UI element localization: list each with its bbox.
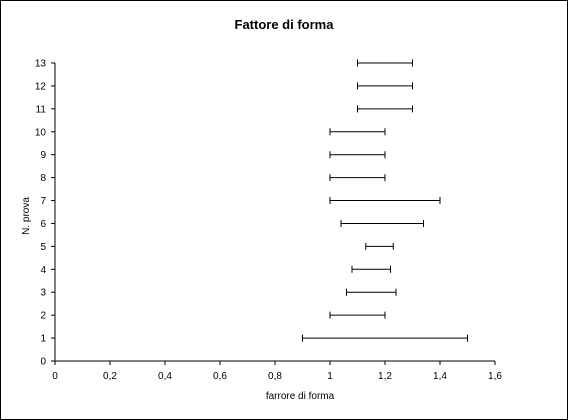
interval-5 bbox=[365, 242, 394, 250]
interval-7 bbox=[329, 197, 441, 205]
x-axis-label: farrore di forma bbox=[266, 391, 335, 402]
y-tick-label: 8 bbox=[40, 173, 46, 184]
y-tick-label: 10 bbox=[35, 127, 47, 138]
axes: 0 0,2 0,4 0,6 0,8 1 1,2 1,4 1,601234567891011121… bbox=[35, 59, 503, 383]
interval-9 bbox=[329, 151, 386, 159]
y-tick-label: 3 bbox=[40, 288, 46, 299]
x-tick-label: 1,2 bbox=[378, 371, 392, 382]
y-tick-label: 0 bbox=[40, 357, 46, 368]
y-tick-label: 11 bbox=[36, 104, 47, 115]
interval-8 bbox=[329, 174, 386, 182]
y-tick-label: 12 bbox=[35, 81, 47, 92]
error-bars bbox=[302, 59, 468, 342]
x-tick-label: 0 bbox=[52, 371, 58, 382]
interval-12 bbox=[357, 82, 413, 90]
interval-2 bbox=[329, 311, 386, 319]
interval-13 bbox=[357, 59, 413, 67]
chart-title: Fattore di forma bbox=[235, 17, 335, 32]
y-tick-label: 1 bbox=[40, 334, 46, 345]
y-axis-label: N. prova bbox=[21, 197, 32, 235]
interval-6 bbox=[340, 219, 424, 227]
x-tick-label: 0,8 bbox=[268, 371, 282, 382]
y-tick-label: 9 bbox=[40, 150, 46, 161]
interval-4 bbox=[351, 265, 391, 273]
y-tick-label: 2 bbox=[40, 311, 46, 322]
y-tick-label: 13 bbox=[35, 59, 47, 70]
y-tick-label: 7 bbox=[40, 196, 46, 207]
y-tick-label: 4 bbox=[40, 265, 46, 276]
x-tick-label: 0,4 bbox=[158, 371, 172, 382]
x-tick-label: 1,4 bbox=[433, 371, 447, 382]
x-tick-label: 0,6 bbox=[213, 371, 227, 382]
x-tick-label: 1 bbox=[327, 371, 333, 382]
y-tick-label: 6 bbox=[40, 219, 46, 230]
interval-1 bbox=[302, 334, 468, 342]
interval-3 bbox=[346, 288, 397, 296]
y-tick-label: 5 bbox=[40, 242, 46, 253]
interval-10 bbox=[329, 128, 386, 136]
x-tick-label: 0,2 bbox=[103, 371, 117, 382]
x-tick-label: 1,6 bbox=[488, 371, 502, 382]
interval-11 bbox=[357, 105, 413, 113]
